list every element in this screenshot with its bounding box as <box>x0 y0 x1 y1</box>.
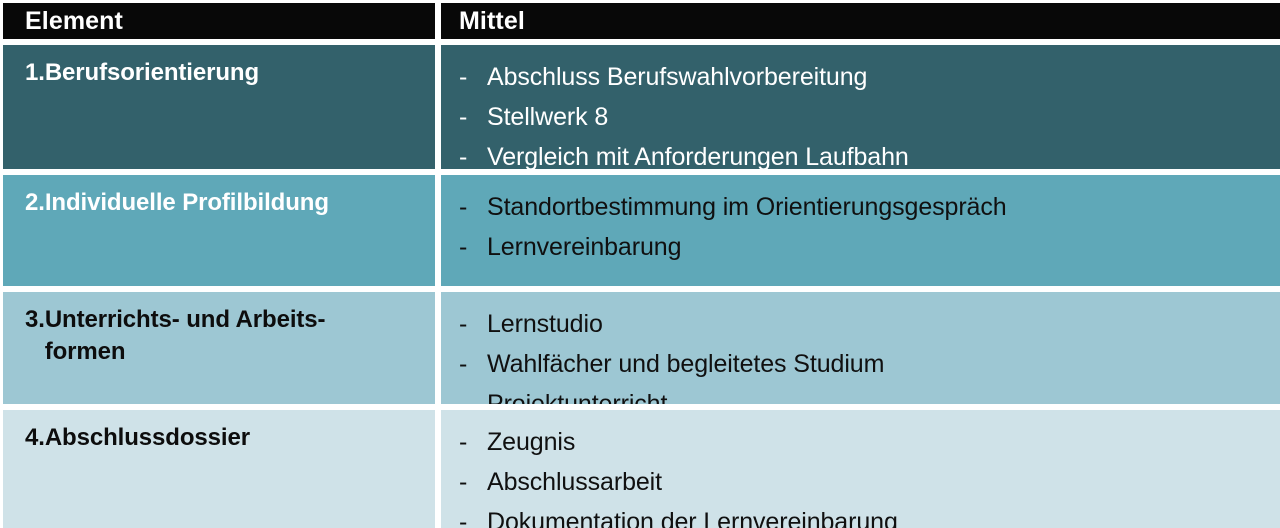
table-row: 1.Berufsorientierung - Abschluss Berufsw… <box>0 45 1280 169</box>
list-item-label: Dokumentation der Lernvereinbarung <box>487 508 898 528</box>
mittel-cell: - Zeugnis - Abschlussarbeit - Dokumentat… <box>441 410 1280 528</box>
dash-bullet-icon: - <box>459 310 468 338</box>
list-item-label: Standortbestimmung im Orientierungsgespr… <box>487 193 1007 221</box>
list-item: - Stellwerk 8 <box>459 97 1270 137</box>
element-label: 4.Abschlussdossier <box>25 424 250 451</box>
mittel-list: - Lernstudio - Wahlfächer und begleitete… <box>459 304 1270 404</box>
element-cell: 1.Berufsorientierung <box>3 45 435 169</box>
list-item: - Lernstudio <box>459 304 1270 344</box>
dash-bullet-icon: - <box>459 468 468 496</box>
dash-bullet-icon: - <box>459 350 468 378</box>
list-item-label: Wahlfächer und begleitetes Studium <box>487 350 885 378</box>
list-item: - Wahlfächer und begleitetes Studium <box>459 344 1270 384</box>
dash-bullet-icon: - <box>459 193 468 221</box>
column-header-element: Element <box>25 6 123 35</box>
mittel-cell: - Lernstudio - Wahlfächer und begleitete… <box>441 292 1280 404</box>
dash-bullet-icon: - <box>459 63 468 91</box>
list-item-label: Lernvereinbarung <box>487 233 682 261</box>
dash-bullet-icon: - <box>459 103 468 131</box>
list-item-label: Abschlussarbeit <box>487 468 662 496</box>
list-item: - Zeugnis <box>459 422 1270 462</box>
element-label: 1.Berufsorientierung <box>25 59 260 86</box>
dash-bullet-icon: - <box>459 508 468 528</box>
list-item: - Standortbestimmung im Orientierungsges… <box>459 187 1270 227</box>
element-label: 3.Unterrichts- und Arbeits- formen <box>25 306 326 365</box>
element-cell: 4.Abschlussdossier <box>3 410 435 528</box>
list-item: - Dokumentation der Lernvereinbarung <box>459 502 1270 528</box>
list-item-label: Vergleich mit Anforderungen Laufbahn <box>487 143 909 169</box>
mittel-list: - Abschluss Berufswahlvorbereitung - Ste… <box>459 57 1270 169</box>
table-header-row: Element Mittel <box>0 3 1280 39</box>
list-item-label: Lernstudio <box>487 310 603 338</box>
mittel-list: - Zeugnis - Abschlussarbeit - Dokumentat… <box>459 422 1270 528</box>
list-item: - Abschlussarbeit <box>459 462 1270 502</box>
table-header-cell-mittel: Mittel <box>441 3 1280 39</box>
mittel-cell: - Standortbestimmung im Orientierungsges… <box>441 175 1280 286</box>
dash-bullet-icon: - <box>459 233 468 261</box>
table-row: 2.Individuelle Profilbildung - Standortb… <box>0 175 1280 286</box>
list-item: - Abschluss Berufswahlvorbereitung <box>459 57 1270 97</box>
dash-bullet-icon: - <box>459 428 468 456</box>
mittel-cell: - Abschluss Berufswahlvorbereitung - Ste… <box>441 45 1280 169</box>
table-row: 3.Unterrichts- und Arbeits- formen - Ler… <box>0 292 1280 404</box>
dash-bullet-icon: - <box>459 143 468 169</box>
element-label: 2.Individuelle Profilbildung <box>25 189 329 216</box>
element-cell: 3.Unterrichts- und Arbeits- formen <box>3 292 435 404</box>
list-item: - Projektunterricht <box>459 384 1270 404</box>
list-item-label: Zeugnis <box>487 428 576 456</box>
list-item-label: Abschluss Berufswahlvorbereitung <box>487 63 868 91</box>
list-item: - Lernvereinbarung <box>459 227 1270 267</box>
column-header-mittel: Mittel <box>459 6 525 35</box>
element-cell: 2.Individuelle Profilbildung <box>3 175 435 286</box>
list-item-label: Stellwerk 8 <box>487 103 609 131</box>
table-row: 4.Abschlussdossier - Zeugnis - Abschluss… <box>0 410 1280 528</box>
table-header-cell-element: Element <box>3 3 435 39</box>
mittel-list: - Standortbestimmung im Orientierungsges… <box>459 187 1270 267</box>
dash-bullet-icon: - <box>459 390 468 404</box>
list-item: - Vergleich mit Anforderungen Laufbahn <box>459 137 1270 169</box>
list-item-label: Projektunterricht <box>487 390 668 404</box>
